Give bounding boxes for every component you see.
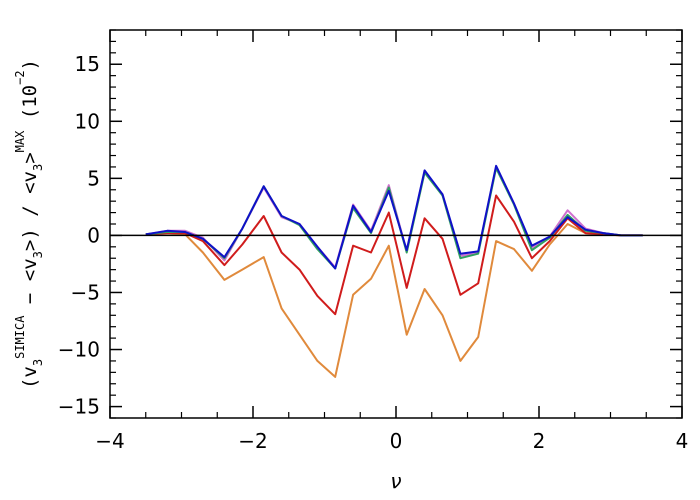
x-tick-label: 4: [676, 429, 689, 453]
y-tick-label: 0: [87, 223, 100, 247]
y-tick-label: −15: [58, 395, 100, 419]
y-tick-label: 5: [87, 166, 100, 190]
x-tick-label: −4: [95, 429, 124, 453]
y-tick-label: −5: [71, 280, 100, 304]
series-line-1: [145, 223, 643, 378]
series-line-5: [145, 164, 643, 270]
x-tick-label: 0: [390, 429, 403, 453]
x-tick-label: −2: [238, 429, 267, 453]
ticks-layer: −4 −2 0 2 4 −15 −10 −5 0 5 10 15: [58, 29, 689, 453]
series-layer: [145, 164, 643, 378]
y-axis-label: (v3SIMICA − <v3>) / <v3>MAX (10−2): [13, 59, 45, 389]
series-line-2: [145, 194, 643, 316]
x-axis-label: ν: [390, 469, 401, 493]
y-tick-label: 10: [75, 109, 100, 133]
x-tick-label: 2: [533, 429, 546, 453]
y-tick-label: −10: [58, 338, 100, 362]
y-tick-label: 15: [75, 52, 100, 76]
